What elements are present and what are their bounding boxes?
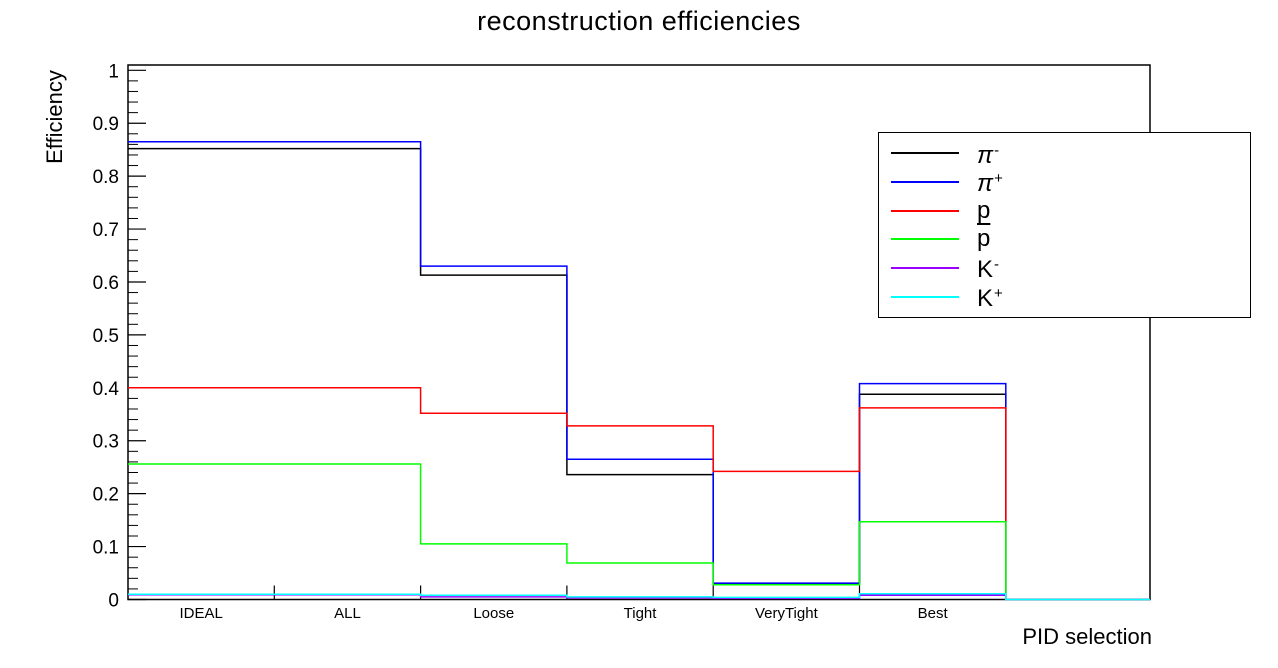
y-tick-label: 0.3	[93, 432, 119, 453]
legend-line-sample-p	[891, 209, 959, 212]
legend-entry-p-bar: p	[891, 226, 1250, 252]
legend-entry-label: p	[977, 196, 991, 224]
y-tick-label: 0.5	[93, 326, 119, 347]
y-tick-label: 0.1	[93, 538, 119, 559]
legend-entry-K-minus: K-	[891, 255, 1250, 284]
legend-line-sample-p-bar	[891, 238, 959, 241]
legend: π-π+ p p K- K+	[878, 132, 1251, 318]
x-bin-label-tight: Tight	[624, 605, 658, 622]
legend-entry-K-plus: K+	[891, 284, 1250, 313]
x-bin-label-verytight: VeryTight	[755, 605, 819, 622]
legend-line-sample-pi-plus	[891, 180, 959, 183]
series-line-p-bar	[128, 463, 1150, 601]
x-bin-label-best: Best	[918, 605, 949, 622]
y-tick-label: 0.7	[93, 220, 119, 241]
y-tick-label: 1	[108, 61, 119, 82]
y-tick-label: 0	[108, 591, 119, 612]
x-bin-label-ideal: IDEAL	[179, 605, 222, 622]
x-axis-title: PID selection	[1022, 624, 1152, 649]
legend-entry-label: π+	[977, 170, 1003, 198]
series-line-K-plus	[128, 592, 1150, 601]
y-tick-label: 0.2	[93, 485, 119, 506]
series-line-p	[128, 387, 1150, 601]
legend-entry-label: p	[977, 225, 991, 253]
legend-entry-label: K+	[977, 285, 1003, 313]
plot-frame	[127, 64, 1151, 601]
y-tick-label: 0.9	[93, 114, 119, 135]
legend-entry-pi-minus: π-	[891, 140, 1250, 169]
y-tick-label: 0.8	[93, 167, 119, 188]
y-axis-title: Efficiency	[42, 70, 67, 164]
y-tick-label: 0.4	[93, 379, 120, 400]
y-tick-label: 0.6	[93, 273, 119, 294]
legend-line-sample-K-plus	[891, 295, 959, 298]
legend-entry-p: p	[891, 198, 1250, 224]
x-bin-label-loose: Loose	[473, 605, 514, 622]
legend-line-sample-pi-minus	[891, 152, 959, 155]
legend-line-sample-K-minus	[891, 266, 959, 269]
legend-entry-label: π-	[977, 141, 1000, 169]
legend-entry-pi-plus: π+	[891, 169, 1250, 198]
x-bin-label-all: ALL	[334, 605, 361, 622]
plot-title: reconstruction efficiencies	[477, 6, 801, 36]
legend-entry-label: K-	[977, 256, 1000, 284]
